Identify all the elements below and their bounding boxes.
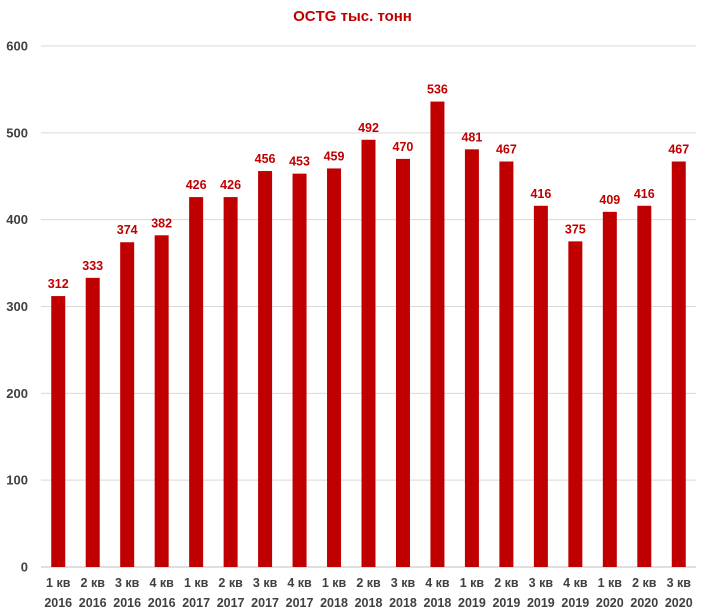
x-tick-label: 4 кв xyxy=(149,576,174,590)
data-label: 467 xyxy=(668,142,689,156)
x-tick-label: 2016 xyxy=(79,596,107,610)
data-label: 382 xyxy=(151,216,172,230)
bar xyxy=(223,197,238,567)
data-label: 426 xyxy=(186,178,207,192)
x-tick-label: 2020 xyxy=(630,596,658,610)
data-label: 333 xyxy=(82,259,103,273)
x-tick-label: 3 кв xyxy=(391,576,416,590)
bar xyxy=(154,235,169,567)
x-tick-label: 1 кв xyxy=(460,576,485,590)
x-tick-label: 2018 xyxy=(320,596,348,610)
x-tick-label: 2 кв xyxy=(81,576,106,590)
data-label: 492 xyxy=(358,121,379,135)
x-tick-label: 2019 xyxy=(527,596,555,610)
bar xyxy=(120,242,135,567)
y-tick-label: 400 xyxy=(6,212,28,227)
data-label: 416 xyxy=(634,187,655,201)
x-tick-label: 1 кв xyxy=(46,576,71,590)
x-tick-label: 3 кв xyxy=(253,576,278,590)
bars xyxy=(51,101,686,568)
chart-title: OCTG тыс. тонн xyxy=(293,8,412,25)
data-label: 536 xyxy=(427,83,448,97)
bar xyxy=(464,149,479,567)
x-tick-label: 2018 xyxy=(424,596,452,610)
x-tick-label: 2018 xyxy=(389,596,417,610)
x-tick-label: 2 кв xyxy=(494,576,519,590)
x-tick-label: 2017 xyxy=(251,596,279,610)
bar xyxy=(258,171,273,568)
x-tick-label: 2016 xyxy=(113,596,141,610)
bar xyxy=(51,296,66,567)
x-tick-label: 2020 xyxy=(665,596,693,610)
x-tick-label: 2019 xyxy=(492,596,520,610)
data-label: 467 xyxy=(496,142,517,156)
data-labels: 312 333 374 382 426 426 456 453 459 492 470 536 481 4… xyxy=(48,83,689,292)
x-tick-label: 2018 xyxy=(355,596,383,610)
x-axis-ticks: 1 кв 2016 2 кв 2016 3 кв 2016 4 кв 2016 1 кв 2017… xyxy=(44,576,692,610)
y-tick-label: 500 xyxy=(6,125,28,140)
x-tick-label: 2019 xyxy=(561,596,589,610)
x-tick-label: 2 кв xyxy=(632,576,657,590)
bar xyxy=(189,197,204,567)
bar xyxy=(292,173,307,567)
x-tick-label: 3 кв xyxy=(529,576,554,590)
bar xyxy=(671,161,686,567)
data-label: 375 xyxy=(565,222,586,236)
data-label: 456 xyxy=(255,152,276,166)
y-axis-ticks: 0 100 200 300 400 500 600 xyxy=(6,39,28,575)
x-tick-label: 3 кв xyxy=(115,576,140,590)
data-label: 481 xyxy=(461,130,482,144)
x-tick-label: 1 кв xyxy=(184,576,209,590)
y-tick-label: 300 xyxy=(6,299,28,314)
x-tick-label: 1 кв xyxy=(598,576,623,590)
data-label: 459 xyxy=(324,149,345,163)
x-tick-label: 4 кв xyxy=(425,576,450,590)
bar xyxy=(499,161,514,567)
x-tick-label: 2019 xyxy=(458,596,486,610)
x-tick-label: 3 кв xyxy=(667,576,692,590)
bar xyxy=(85,277,100,567)
data-label: 453 xyxy=(289,155,310,169)
y-tick-label: 600 xyxy=(6,39,28,54)
x-tick-label: 1 кв xyxy=(322,576,347,590)
data-label: 426 xyxy=(220,178,241,192)
x-tick-label: 2017 xyxy=(182,596,210,610)
x-tick-label: 2016 xyxy=(44,596,72,610)
x-tick-label: 4 кв xyxy=(287,576,312,590)
bar xyxy=(602,211,617,567)
bar xyxy=(568,241,583,567)
data-label: 374 xyxy=(117,223,138,237)
bar xyxy=(533,205,548,568)
bar xyxy=(637,205,652,568)
data-label: 470 xyxy=(393,140,414,154)
data-label: 416 xyxy=(530,187,551,201)
bar xyxy=(430,101,445,567)
x-tick-label: 4 кв xyxy=(563,576,588,590)
data-label: 312 xyxy=(48,277,69,291)
y-tick-label: 200 xyxy=(6,386,28,401)
bar xyxy=(327,168,342,567)
x-tick-label: 2 кв xyxy=(218,576,243,590)
x-tick-label: 2020 xyxy=(596,596,624,610)
y-tick-label: 0 xyxy=(21,560,28,575)
x-tick-label: 2017 xyxy=(217,596,245,610)
bar xyxy=(395,158,410,567)
x-tick-label: 2016 xyxy=(148,596,176,610)
x-tick-label: 2 кв xyxy=(356,576,381,590)
bar xyxy=(361,139,376,567)
y-tick-label: 100 xyxy=(6,473,28,488)
data-label: 409 xyxy=(599,193,620,207)
x-tick-label: 2017 xyxy=(286,596,314,610)
